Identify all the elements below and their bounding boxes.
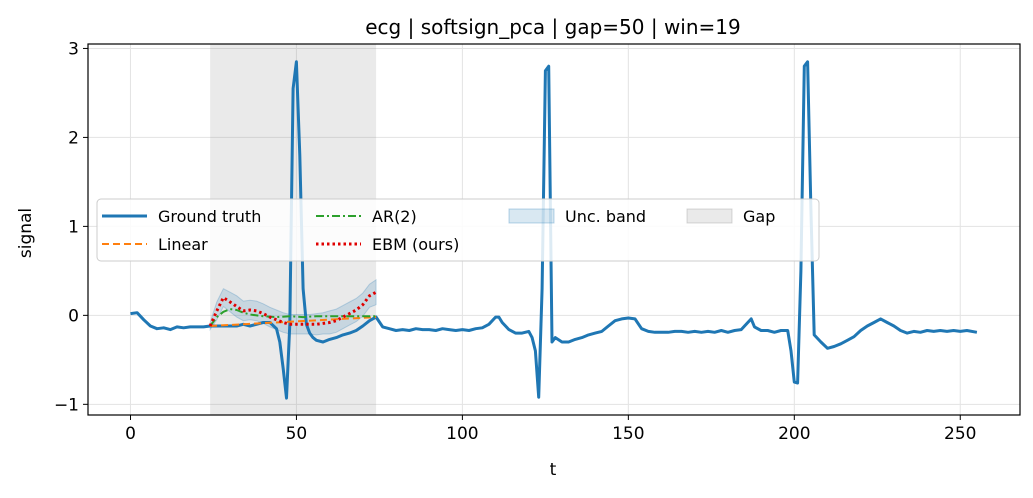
legend-label: Unc. band xyxy=(565,207,646,226)
legend-label: AR(2) xyxy=(372,207,417,226)
x-tick-label: 0 xyxy=(125,424,136,444)
y-tick-label: −1 xyxy=(54,395,79,415)
legend-swatch xyxy=(686,208,733,224)
x-tick-label: 250 xyxy=(944,424,976,444)
x-tick-label: 50 xyxy=(286,424,308,444)
legend-swatch xyxy=(508,208,555,224)
legend-label: Ground truth xyxy=(158,207,261,226)
legend: Ground truth Linear AR(2) EBM (ours) Unc. ba… xyxy=(96,198,820,262)
legend-label: Gap xyxy=(743,207,775,226)
x-axis-label: t xyxy=(550,460,557,480)
y-tick-label: 3 xyxy=(68,39,79,59)
series-line-ar-2 xyxy=(209,308,377,327)
y-tick-label: 0 xyxy=(68,306,79,326)
y-tick-label: 1 xyxy=(68,217,79,237)
legend-label: EBM (ours) xyxy=(372,235,459,254)
axes-frame xyxy=(87,43,1021,416)
series-line-linear xyxy=(210,316,377,327)
series-line-ebm-ours xyxy=(208,290,377,327)
legend-box xyxy=(96,198,820,262)
chart-title: ecg | softsign_pca | gap=50 | win=19 xyxy=(365,15,741,39)
x-tick-label: 200 xyxy=(778,424,810,444)
x-tick-label: 100 xyxy=(446,424,478,444)
y-tick-label: 2 xyxy=(68,128,79,148)
legend-label: Linear xyxy=(158,235,208,254)
series-line-ground-truth xyxy=(130,60,978,400)
x-tick-label: 150 xyxy=(612,424,644,444)
y-axis-label: signal xyxy=(16,208,36,258)
